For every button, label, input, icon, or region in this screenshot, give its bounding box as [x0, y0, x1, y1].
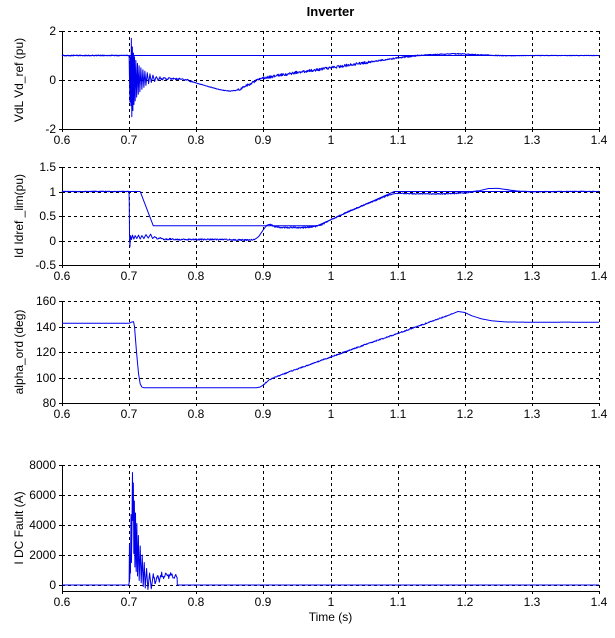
series-I_DC_Fault — [61, 472, 600, 590]
subplot-3 — [59, 301, 600, 406]
x-tick-label: 1 — [327, 407, 335, 421]
x-tick-label: 1.3 — [523, 269, 541, 283]
x-tick-label: 0.6 — [53, 595, 71, 609]
axes — [59, 31, 600, 132]
x-tick-label: 1.2 — [456, 269, 474, 283]
x-tick-label: 0.9 — [254, 595, 272, 609]
series-VdL — [61, 37, 600, 118]
x-tick-label: 0.8 — [187, 595, 205, 609]
axes — [59, 301, 600, 406]
x-tick-label: 0.8 — [187, 133, 205, 147]
axes — [59, 167, 600, 268]
x-tick-label: 0.6 — [53, 407, 71, 421]
x-tick-label: 0.9 — [254, 269, 272, 283]
y-tick-label: 80 — [42, 396, 56, 410]
x-tick-label: 1 — [327, 133, 335, 147]
x-tick-label: 1.4 — [590, 269, 608, 283]
axes — [59, 465, 600, 594]
y-tick-label: 120 — [35, 345, 56, 359]
x-tick-label: 1.3 — [523, 407, 541, 421]
y-tick-label: 0 — [49, 234, 56, 248]
y-tick-label: 2 — [49, 24, 56, 38]
y-tick-label: 100 — [35, 371, 56, 385]
x-tick-label: 0.7 — [120, 595, 138, 609]
y-tick-label: 4000 — [29, 518, 56, 532]
y-tick-label: 0 — [49, 73, 56, 87]
y-tick-label: -2 — [45, 122, 56, 136]
x-tick-label: 1.1 — [389, 133, 407, 147]
figure-title: Inverter — [306, 4, 355, 19]
series-Id — [61, 187, 600, 248]
x-tick-label: 0.6 — [53, 133, 71, 147]
x-tick-label: 1.1 — [389, 407, 407, 421]
y-tick-label: 140 — [35, 320, 56, 334]
x-tick-label: 1.1 — [389, 595, 407, 609]
x-tick-label: 0.8 — [187, 407, 205, 421]
y-tick-label: 8000 — [29, 458, 56, 472]
y-tick-label: 160 — [35, 294, 56, 308]
x-tick-label: 1.4 — [590, 407, 608, 421]
x-tick-label: 0.6 — [53, 269, 71, 283]
x-tick-label: 1.1 — [389, 269, 407, 283]
series-Idref_lim — [61, 191, 600, 227]
x-tick-label: 0.7 — [120, 269, 138, 283]
grid-lines — [62, 301, 600, 404]
x-tick-label: 1 — [327, 269, 335, 283]
y-tick-label: 0.5 — [39, 209, 56, 223]
x-tick-label: 1.2 — [456, 407, 474, 421]
x-tick-label: 1.2 — [456, 133, 474, 147]
y-axis-label-3: alpha_ord (deg) — [12, 309, 26, 395]
series-alpha_ord — [61, 310, 600, 389]
subplot-1 — [59, 31, 600, 132]
y-tick-label: 1 — [49, 185, 56, 199]
y-axis-label-4: I DC Fault (A) — [12, 491, 26, 565]
x-axis-title: Time (s) — [308, 610, 353, 624]
subplot-4 — [59, 465, 600, 594]
x-tick-label: 0.9 — [254, 407, 272, 421]
x-tick-label: 1 — [327, 595, 335, 609]
y-tick-label: 2000 — [29, 548, 56, 562]
x-tick-label: 0.7 — [120, 407, 138, 421]
subplot-2 — [59, 167, 600, 268]
y-tick-label: 1.5 — [39, 160, 56, 174]
y-tick-label: 0 — [49, 578, 56, 592]
x-tick-label: 1.4 — [590, 133, 608, 147]
y-axis-label-1: VdL Vd_ref (pu) — [12, 37, 26, 123]
x-tick-label: 1.2 — [456, 595, 474, 609]
grid-lines — [62, 167, 600, 266]
y-axis-label-2: Id Idref _lim(pu) — [12, 173, 26, 259]
x-tick-label: 0.9 — [254, 133, 272, 147]
x-tick-label: 0.7 — [120, 133, 138, 147]
x-tick-label: 1.3 — [523, 595, 541, 609]
x-tick-label: 1.4 — [590, 595, 608, 609]
x-tick-label: 0.8 — [187, 269, 205, 283]
y-tick-label: -0.5 — [35, 258, 56, 272]
y-tick-label: 6000 — [29, 488, 56, 502]
x-tick-label: 1.3 — [523, 133, 541, 147]
